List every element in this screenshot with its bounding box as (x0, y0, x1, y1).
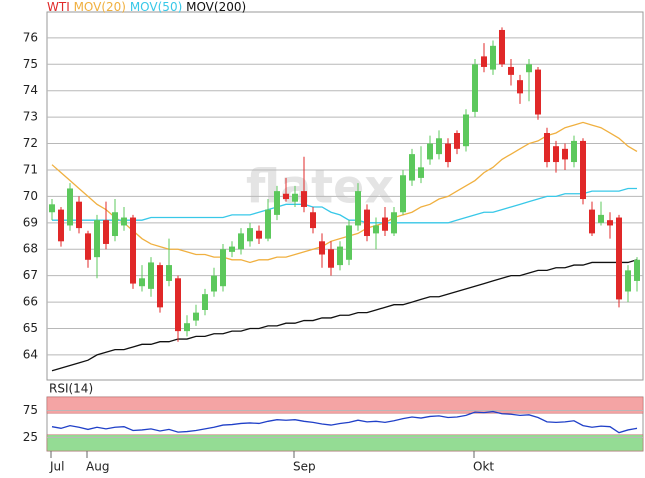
rsi-label: RSI(14) (49, 382, 93, 396)
legend-entry: MOV(200) (186, 0, 246, 14)
candle-body (256, 230, 262, 239)
candle-body (175, 278, 181, 332)
candle-body (301, 191, 307, 207)
x-tick-label: Aug (86, 460, 109, 474)
candle-body (418, 167, 424, 178)
y-tick-label: 65 (23, 321, 38, 335)
candle-body (328, 249, 334, 268)
y-tick-label: 75 (23, 57, 38, 71)
legend-entry: WTI (47, 0, 70, 14)
candle-body (490, 45, 496, 70)
candle-body (391, 212, 397, 234)
candle-body (580, 140, 586, 200)
candle-body (562, 148, 568, 160)
candle-body (517, 80, 523, 94)
candle-body (157, 265, 163, 308)
candle-body (598, 214, 604, 223)
candle-body (400, 175, 406, 213)
y-tick-label: 72 (23, 136, 38, 150)
candle-body (58, 209, 64, 242)
candle-body (76, 201, 82, 229)
candle-body (49, 204, 55, 213)
candle-body (292, 193, 298, 202)
y-tick-label: 68 (23, 242, 38, 256)
candle-body (526, 64, 532, 73)
y-tick-label: 25 (23, 430, 38, 444)
x-tick-label: Sep (293, 460, 316, 474)
y-tick-label: 67 (23, 268, 38, 282)
candle-body (355, 191, 361, 226)
candle-body (310, 212, 316, 229)
candle-body (481, 56, 487, 67)
candle-body (274, 191, 280, 215)
candle-body (364, 209, 370, 237)
candle-body (67, 188, 73, 226)
candle-body (445, 143, 451, 163)
candle-body (265, 209, 271, 239)
candle-body (634, 259, 640, 281)
candle-body (373, 225, 379, 234)
legend-entry: MOV(50) (130, 0, 182, 14)
y-tick-label: 73 (23, 110, 38, 124)
candle-body (103, 220, 109, 244)
candle-body (139, 278, 145, 287)
y-tick-label: 74 (23, 83, 38, 97)
candle-body (112, 212, 118, 237)
candle-body (616, 217, 622, 300)
candle-body (238, 233, 244, 250)
candle-body (607, 220, 613, 226)
candle-body (247, 228, 253, 242)
x-tick-label: Okt (473, 460, 494, 474)
band (46, 434, 644, 452)
candle-body (337, 246, 343, 266)
candle-body (508, 66, 514, 75)
candle-body (409, 154, 415, 181)
y-tick-label: 69 (23, 215, 38, 229)
candle-body (184, 323, 190, 332)
legend: WTI MOV(20) MOV(50) MOV(200) (47, 0, 246, 14)
candle-body (625, 270, 631, 292)
candle-body (436, 138, 442, 155)
candle-body (94, 220, 100, 258)
candle-body (148, 262, 154, 289)
y-tick-label: 71 (23, 162, 38, 176)
y-tick-label: 70 (23, 189, 38, 203)
line (51, 259, 638, 372)
legend-entry: MOV(20) (74, 0, 126, 14)
candle-body (202, 294, 208, 310)
candle-body (472, 64, 478, 112)
candle-body (121, 217, 127, 226)
candle-body (211, 275, 217, 292)
band (46, 396, 644, 414)
candle-body (382, 217, 388, 231)
candle-body (193, 312, 199, 321)
candle-body (130, 217, 136, 284)
line (51, 410, 638, 434)
line (52, 187, 637, 224)
candle-body (499, 29, 505, 65)
candle-body (283, 193, 289, 200)
y-tick-label: 75 (23, 403, 38, 417)
candle-body (166, 265, 172, 281)
y-tick-label: 76 (23, 30, 38, 44)
candle-body (544, 132, 550, 163)
y-tick-label: 64 (23, 347, 38, 361)
candle-body (454, 132, 460, 149)
line (51, 121, 638, 264)
candle-body (571, 140, 577, 163)
candle-body (463, 114, 469, 147)
candle-body (346, 225, 352, 260)
candle-body (589, 209, 595, 234)
candle-body (85, 233, 91, 260)
x-tick-label: Jul (49, 460, 64, 474)
y-tick-label: 66 (23, 295, 38, 309)
watermark: flatex (246, 160, 394, 214)
candle-body (535, 69, 541, 115)
candle-body (553, 146, 559, 163)
candle-body (229, 246, 235, 252)
candle-body (427, 143, 433, 160)
candle-body (220, 249, 226, 287)
candle-body (319, 241, 325, 255)
